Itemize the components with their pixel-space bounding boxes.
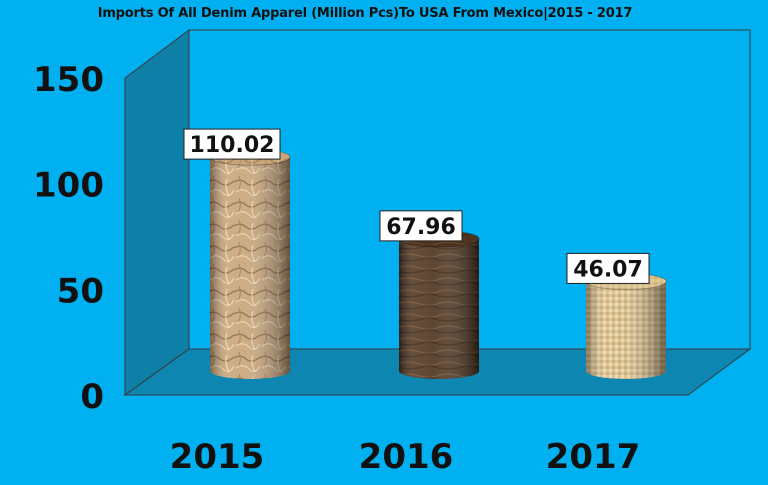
x-tick-label: 2017 [546,437,641,477]
chart-left-wall [124,29,190,396]
data-label-box [566,252,650,284]
bar-2017 [585,272,667,379]
data-label-box [379,210,463,242]
bar-2015 [209,148,291,379]
x-tick-label: 2015 [170,437,265,477]
y-tick-label: 150 [33,60,104,100]
y-tick-label: 0 [80,377,104,417]
data-label: 110.02 [190,133,275,158]
x-tick-label: 2016 [359,437,454,477]
y-tick-label: 100 [33,166,104,206]
data-label: 67.96 [386,215,456,240]
bar-2016 [398,230,480,379]
data-label-box [183,128,281,160]
chart-title: Imports Of All Denim Apparel (Million Pc… [97,6,633,21]
bar-shading [399,238,479,379]
bar-shading [586,281,666,379]
y-tick-label: 50 [57,271,104,311]
data-label: 46.07 [573,257,643,282]
bar-shading [210,157,290,379]
